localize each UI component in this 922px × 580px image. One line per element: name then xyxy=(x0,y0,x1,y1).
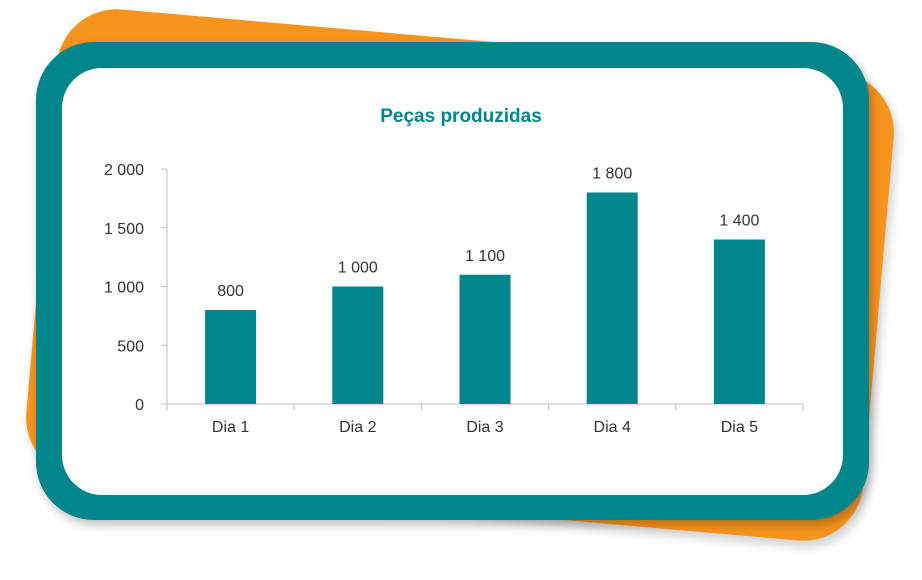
bars: 800 1 000 1 100 1 800 1 400 xyxy=(205,166,765,404)
y-axis: 0 500 1 000 1 500 2 000 xyxy=(104,162,168,414)
x-tick-label: Dia 2 xyxy=(339,419,376,436)
chart-panel xyxy=(62,68,843,495)
y-tick-label: 1 500 xyxy=(104,221,144,238)
x-tick-label: Dia 3 xyxy=(466,419,503,436)
x-tick-label: Dia 5 xyxy=(721,419,758,436)
y-tick-label: 1 000 xyxy=(104,280,144,297)
data-label: 1 000 xyxy=(338,260,378,277)
y-tick-label: 2 000 xyxy=(104,162,144,179)
bar xyxy=(459,274,511,404)
bar xyxy=(205,310,257,404)
bar xyxy=(586,192,638,404)
data-label: 1 400 xyxy=(719,213,759,230)
x-axis: Dia 1 Dia 2 Dia 3 Dia 4 Dia 5 xyxy=(166,403,804,436)
data-label: 800 xyxy=(217,283,244,300)
chart-title: Peças produzidas xyxy=(380,106,542,127)
x-tick-label: Dia 1 xyxy=(212,419,249,436)
x-tick-label: Dia 4 xyxy=(594,419,631,436)
y-tick-label: 500 xyxy=(117,338,144,355)
data-label: 1 100 xyxy=(465,248,505,265)
bar xyxy=(713,239,765,404)
bar xyxy=(332,286,384,404)
y-tick-label: 0 xyxy=(135,397,144,414)
data-label: 1 800 xyxy=(592,166,632,183)
